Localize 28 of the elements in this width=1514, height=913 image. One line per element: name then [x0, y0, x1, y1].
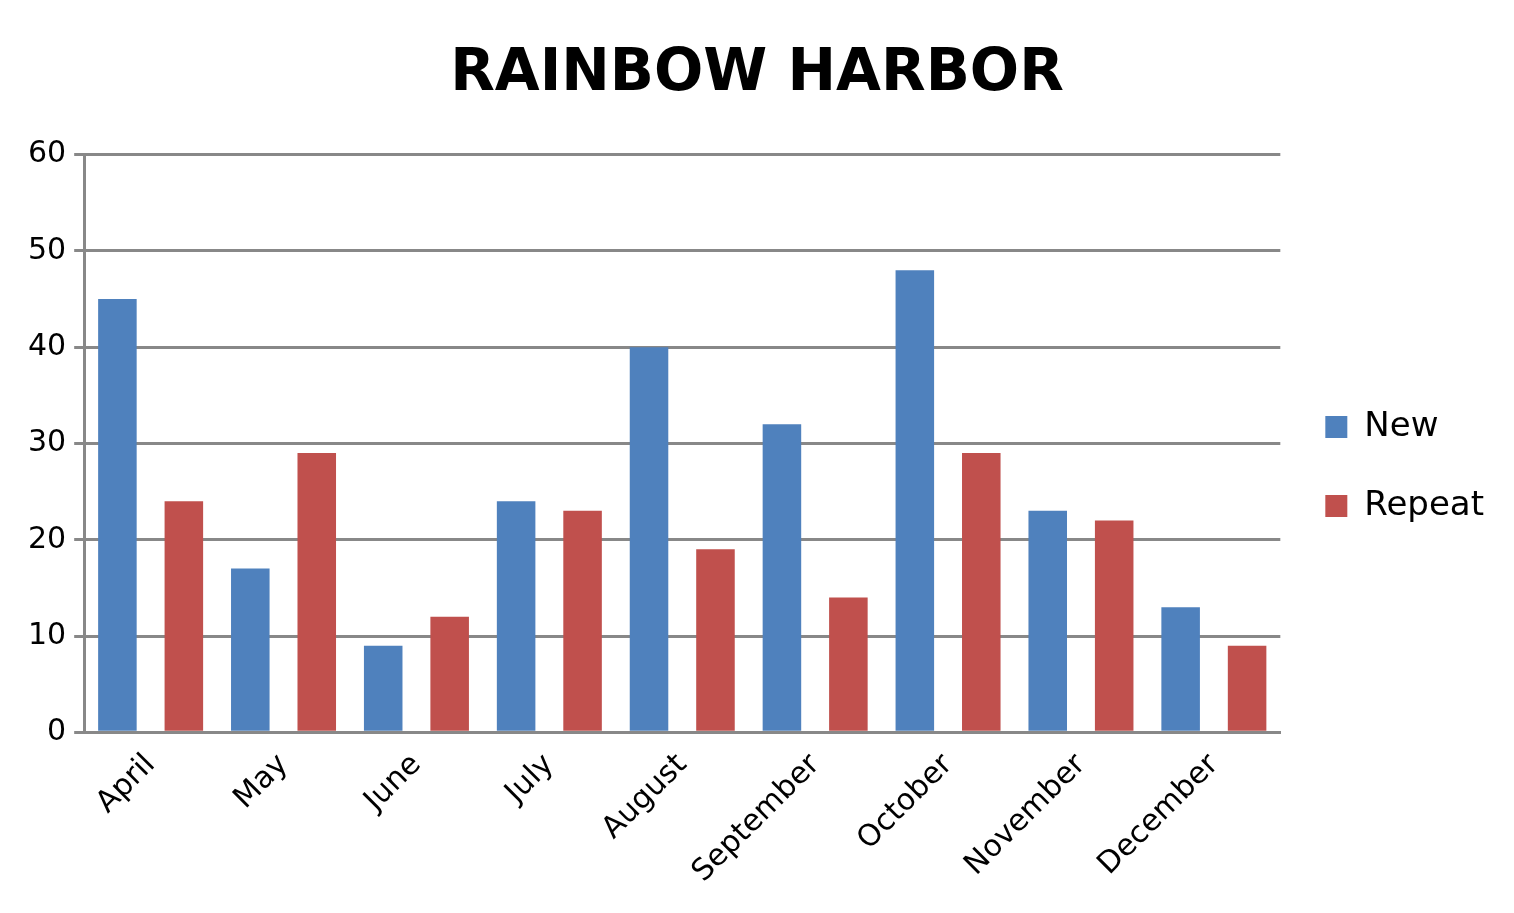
y-tick-label: 50: [27, 230, 67, 266]
y-tick-label: 20: [27, 519, 67, 555]
bar: [762, 424, 802, 731]
bar: [164, 501, 204, 731]
bar: [563, 510, 602, 731]
bar: [231, 568, 270, 731]
legend-label: Repeat: [1364, 482, 1485, 523]
bar: [297, 453, 337, 731]
bar: [363, 645, 403, 731]
y-tick-label: 10: [27, 615, 67, 651]
bar: [829, 597, 868, 731]
legend-label: New: [1364, 403, 1439, 444]
bar: [1028, 510, 1068, 731]
y-tick-label: 0: [47, 712, 67, 748]
y-tick-label: 30: [27, 423, 67, 459]
bar: [629, 347, 669, 731]
bar: [1094, 520, 1134, 731]
bar: [430, 616, 469, 731]
y-tick-label: 40: [27, 326, 67, 362]
bar: [496, 501, 536, 731]
chart-title: RAINBOW HARBOR: [450, 35, 1064, 104]
bar: [1227, 645, 1267, 731]
bar: [1161, 607, 1200, 731]
bar: [98, 299, 137, 731]
bar: [696, 549, 735, 731]
bar: [895, 270, 935, 731]
y-tick-label: 60: [27, 134, 67, 170]
bar: [962, 453, 1001, 731]
